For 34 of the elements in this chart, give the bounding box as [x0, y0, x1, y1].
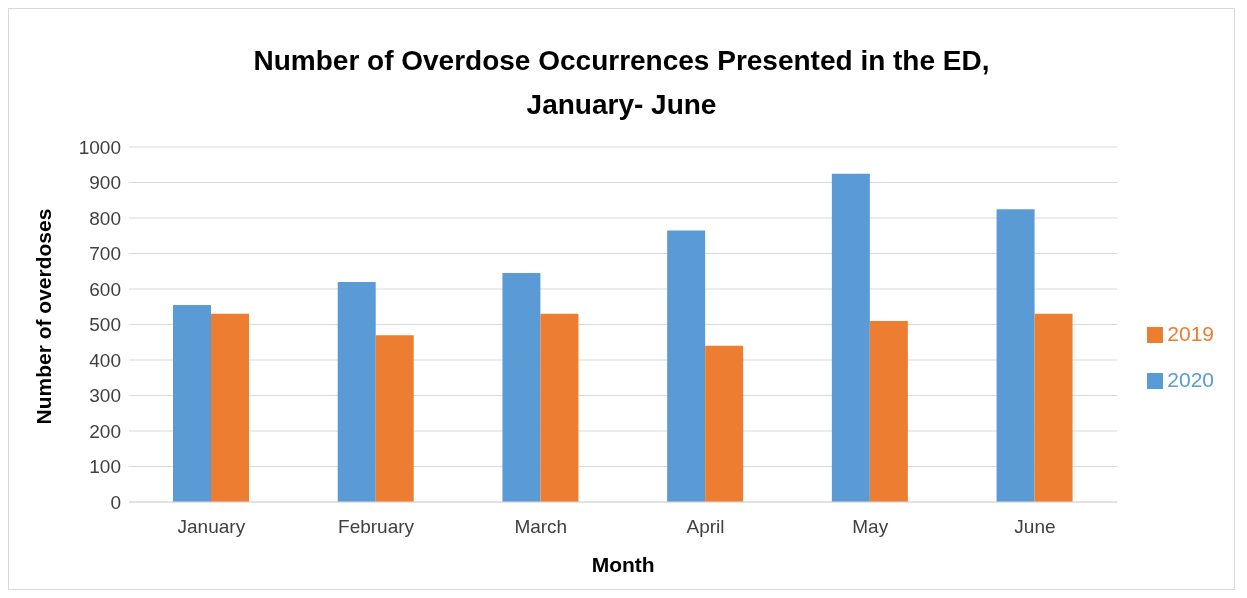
- bar: [1034, 313, 1073, 502]
- y-tick-label: 900: [89, 172, 121, 194]
- x-tick-label: March: [514, 516, 568, 538]
- bar: [540, 313, 579, 502]
- y-tick-label: 1000: [78, 136, 121, 158]
- y-tick-label: 300: [89, 385, 121, 407]
- bar: [996, 209, 1035, 502]
- y-tick-label: 500: [89, 314, 121, 336]
- bar: [667, 230, 706, 502]
- chart-title: Number of Overdose Occurrences Presented in the ED, January- June: [252, 44, 991, 122]
- x-axis-title: Month: [591, 553, 655, 576]
- y-tick-label: 400: [89, 349, 121, 371]
- bar: [211, 313, 249, 502]
- bar: [869, 320, 908, 502]
- y-tick-label: 600: [89, 278, 121, 300]
- x-tick-label: April: [686, 516, 725, 538]
- bar: [831, 173, 870, 502]
- y-tick-label: 200: [89, 420, 121, 442]
- bar: [502, 273, 541, 502]
- y-axis-title: Number of overdoses: [32, 208, 56, 425]
- y-tick-label: 100: [89, 456, 121, 478]
- bar: [375, 335, 414, 502]
- x-tick-label: June: [1014, 516, 1056, 538]
- x-tick-label: May: [852, 516, 889, 538]
- y-tick-label: 700: [89, 243, 121, 265]
- bar: [173, 304, 211, 502]
- y-tick-label: 800: [89, 207, 121, 229]
- legend-label: 2019: [1167, 322, 1214, 345]
- legend-label: 2020: [1167, 368, 1214, 391]
- x-tick-label: January: [177, 516, 246, 538]
- y-tick-label: 0: [110, 491, 121, 513]
- x-tick-label: February: [338, 516, 415, 538]
- bar: [337, 281, 376, 502]
- bar: [705, 345, 744, 502]
